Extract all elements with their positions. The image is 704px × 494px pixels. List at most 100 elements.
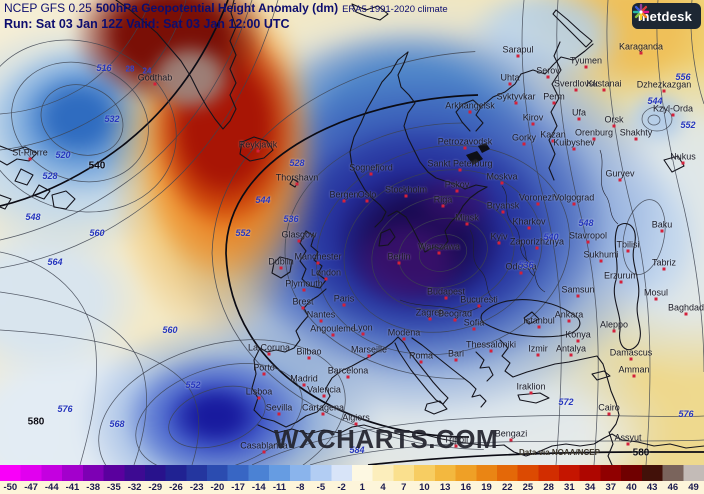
- city-label: Sukhumi: [583, 249, 619, 260]
- city-marker: [632, 374, 636, 378]
- colorbar-tick-label: 28: [543, 482, 554, 493]
- city-label: Porto: [253, 362, 275, 373]
- city-label: Sankt Peterburg: [427, 158, 493, 169]
- city-label: Glasgow: [281, 229, 317, 240]
- city-label: Voronezh: [518, 192, 558, 203]
- city-marker: [607, 412, 611, 416]
- colorbar-tick-label: 46: [667, 482, 679, 493]
- city-label: Serov: [536, 65, 560, 76]
- contour-label: 528: [42, 171, 58, 181]
- city-marker: [342, 303, 346, 307]
- city-label: Budapest: [426, 286, 466, 297]
- city-label: Gorky: [511, 132, 537, 143]
- city-label: Guryev: [605, 168, 635, 179]
- city-label: Samsun: [561, 284, 595, 295]
- city-label: Kyiv: [490, 231, 508, 242]
- city-label: Mosul: [643, 287, 669, 298]
- city-label: Kirov: [522, 112, 544, 123]
- city-marker: [619, 280, 623, 284]
- model-name: NCEP GFS 0.25: [4, 1, 92, 15]
- city-marker: [671, 113, 675, 117]
- city-marker: [316, 261, 320, 265]
- city-marker: [501, 210, 505, 214]
- contour-label: 520: [55, 150, 71, 160]
- city-marker: [574, 88, 578, 92]
- city-marker: [569, 353, 573, 357]
- city-label: Tabriz: [651, 257, 677, 268]
- city-label: Bengazi: [494, 428, 528, 439]
- city-label: Brest: [292, 296, 314, 307]
- city-label: Angouleme: [310, 323, 356, 334]
- contour-label: 532: [104, 114, 120, 124]
- city-marker: [531, 122, 535, 126]
- city-marker: [639, 51, 643, 55]
- city-marker: [634, 137, 638, 141]
- city-marker: [662, 267, 666, 271]
- city-label: Bari: [447, 348, 465, 359]
- city-marker: [453, 318, 457, 322]
- anomaly-shading: [0, 0, 704, 465]
- city-marker: [302, 288, 306, 292]
- city-label: Sverdlovsk: [553, 78, 599, 89]
- city-marker: [302, 383, 306, 387]
- city-label: Kazan: [540, 129, 566, 140]
- city-label: Godthab: [137, 72, 173, 83]
- city-marker: [321, 412, 325, 416]
- city-marker: [572, 147, 576, 151]
- city-label: Volgograd: [553, 192, 595, 203]
- city-label: Istanbul: [523, 315, 555, 326]
- city-label: Cartagena: [301, 402, 345, 413]
- city-marker: [262, 372, 266, 376]
- city-label: Pskov: [444, 179, 470, 190]
- city-label: Beograd: [437, 308, 473, 319]
- city-marker: [257, 396, 261, 400]
- city-marker: [472, 327, 476, 331]
- city-label: Nukus: [670, 151, 696, 162]
- city-label: Berlin: [387, 251, 411, 262]
- city-marker: [454, 444, 458, 448]
- city-marker: [509, 438, 513, 442]
- city-marker: [626, 442, 630, 446]
- data-attribution: Data via NOAA/NCEP: [519, 448, 600, 457]
- colorbar-tick-label: -44: [44, 482, 59, 493]
- city-label: Kzyl-Orda: [652, 103, 694, 114]
- colorbar-tick-label: -26: [169, 482, 183, 493]
- city-label: Orsk: [604, 114, 624, 125]
- city-marker: [419, 360, 423, 364]
- city-marker: [295, 182, 299, 186]
- city-marker: [537, 325, 541, 329]
- city-label: Izmir: [528, 343, 548, 354]
- city-marker: [497, 241, 501, 245]
- city-label: Sevilla: [265, 402, 293, 413]
- colorbar-tick-label: -11: [272, 482, 287, 493]
- colorbar-tick-label: -29: [148, 482, 163, 493]
- city-label: Kharkov: [512, 216, 546, 227]
- city-marker: [519, 271, 523, 275]
- city-label: Lisboa: [245, 386, 273, 397]
- city-marker: [331, 333, 335, 337]
- city-label: Tripoli: [443, 434, 469, 445]
- contour-label: 580: [632, 447, 650, 459]
- climate-reference: ERA5 1991-2020 climate: [342, 4, 448, 15]
- city-label: Sofia: [463, 317, 485, 328]
- city-label: Amman: [618, 364, 650, 375]
- city-label: Casablanca: [240, 440, 288, 451]
- city-marker: [546, 75, 550, 79]
- colorbar-tick-label: -23: [189, 482, 204, 493]
- contour-label: 560: [89, 228, 105, 238]
- contour-label: 572: [558, 397, 574, 407]
- city-marker: [684, 312, 688, 316]
- city-label: Ankara: [554, 309, 584, 320]
- city-label: Bryansk: [486, 200, 520, 211]
- run-valid-line: Run: Sat 03 Jan 12Z Valid: Sat 03 Jan 12…: [4, 17, 290, 31]
- contour-label: 548: [578, 218, 594, 228]
- contour-label: 548: [25, 212, 41, 222]
- city-marker: [602, 88, 606, 92]
- city-label: Bucuresti: [460, 294, 498, 305]
- city-label: Damascus: [609, 347, 653, 358]
- colorbar-tick-label: 4: [380, 482, 386, 493]
- height-contours: [0, 0, 704, 465]
- city-marker: [489, 349, 493, 353]
- city-label: Thessaloniki: [465, 339, 517, 350]
- city-marker: [28, 157, 32, 161]
